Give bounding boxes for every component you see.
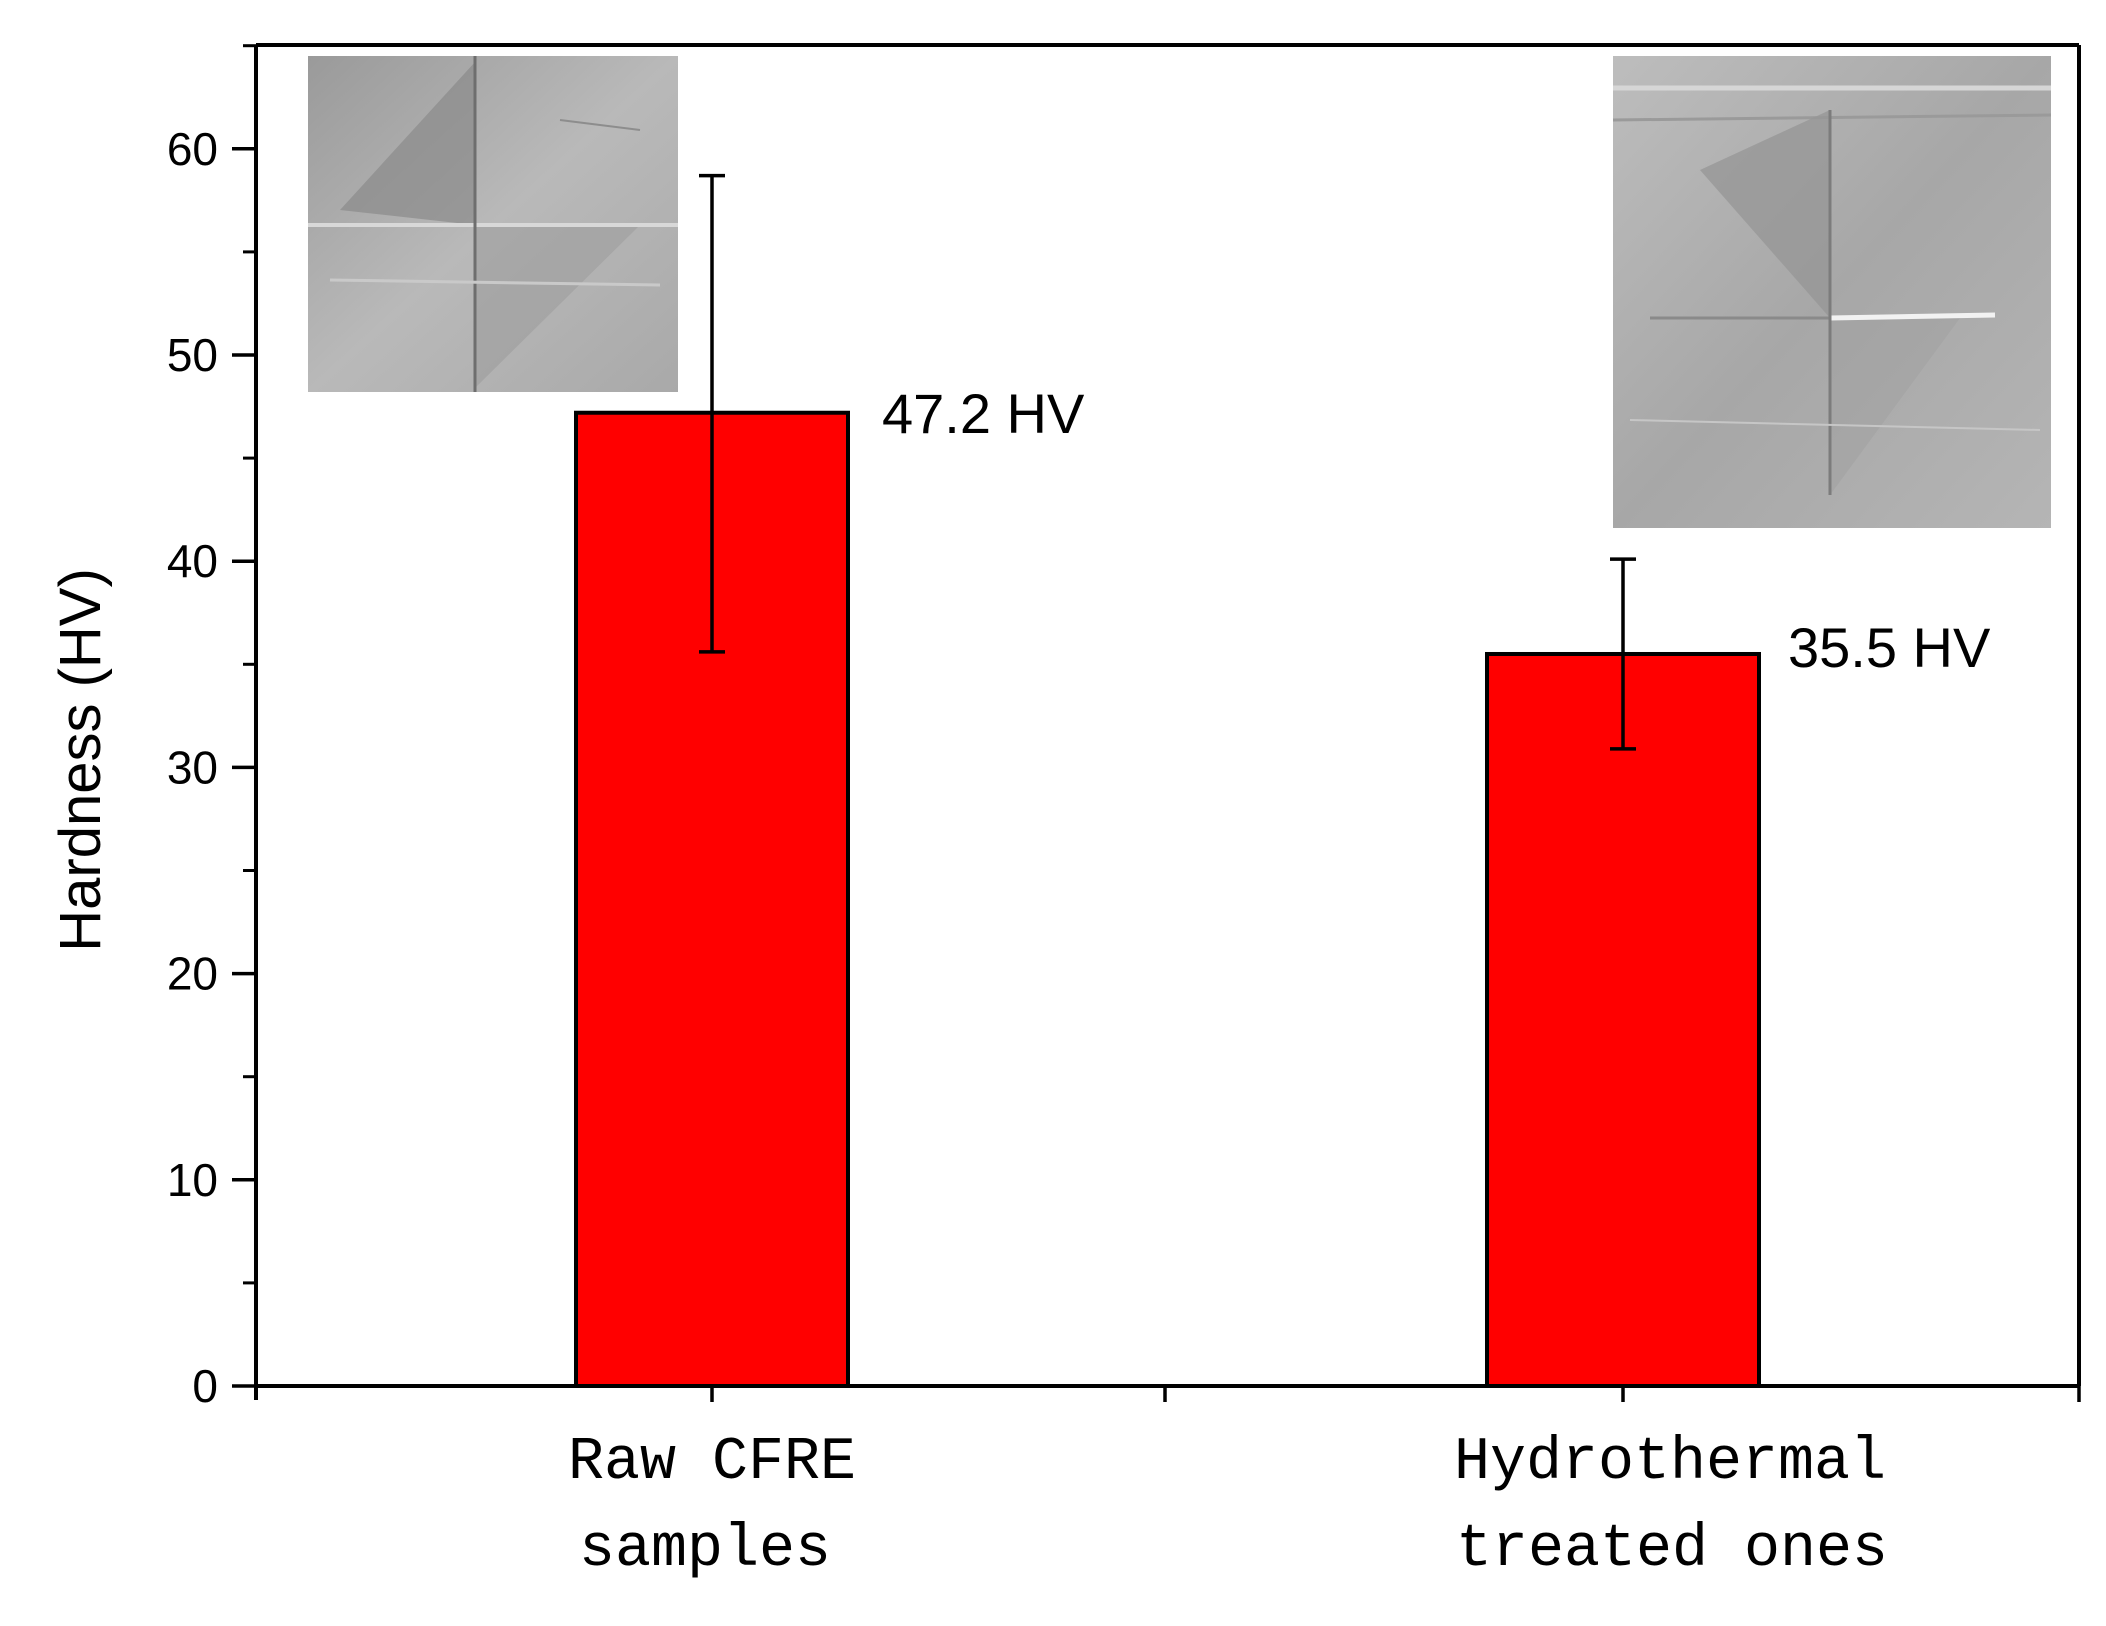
y-tick-label-0: 0	[192, 1360, 218, 1412]
y-tick-label-2: 20	[167, 948, 218, 1000]
inset-image-raw	[308, 56, 678, 392]
inset-image-hydrothermal	[1612, 56, 2052, 528]
data-label-1: 47.2 HV	[882, 382, 1085, 445]
y-axis-label: Hardness (HV)	[48, 568, 113, 952]
labels-layer: Hardness (HV) Raw CFRE samples Hydrother…	[48, 382, 1991, 1584]
x-category-label-1-line2: samples	[579, 1516, 831, 1584]
y-tick-label-4: 40	[167, 535, 218, 587]
y-tick-label-6: 60	[167, 123, 218, 175]
bar-2	[1485, 651, 1761, 1388]
x-category-label-2-line2: treated ones	[1456, 1516, 1888, 1584]
data-label-2: 35.5 HV	[1788, 616, 1991, 679]
x-category-label-1-line1: Raw CFRE	[568, 1429, 856, 1497]
y-tick-label-3: 30	[167, 741, 218, 793]
bars-layer	[574, 173, 1761, 1388]
x-category-label-2-line1: Hydrothermal	[1454, 1429, 1886, 1497]
axes-layer: 0 10 20 30 40 50 60	[167, 43, 2081, 1412]
y-tick-label-5: 50	[167, 329, 218, 381]
y-tick-label-1: 10	[167, 1154, 218, 1206]
